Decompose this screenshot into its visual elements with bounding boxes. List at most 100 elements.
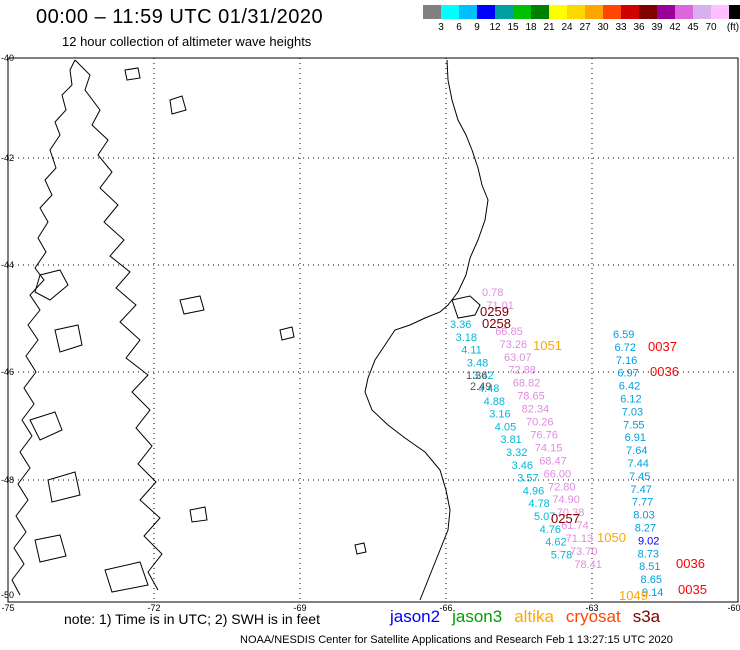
lat-label: -40	[1, 53, 15, 63]
legend-swatch	[657, 5, 675, 19]
satellite-s3a: s3a	[632, 607, 661, 626]
lat-label: -50	[1, 590, 15, 600]
legend-swatch	[729, 5, 740, 19]
swh-value: 8.03	[633, 510, 654, 522]
coastline-argentina	[364, 59, 489, 601]
legend-swatch	[531, 5, 549, 19]
swh-value: 70.26	[526, 417, 554, 429]
swh-value: 7.64	[626, 445, 647, 457]
legend-swatch	[441, 5, 459, 19]
swh-value: 72.80	[548, 481, 576, 493]
swh-value: 3.46	[512, 460, 533, 472]
swh-value: 82.34	[522, 404, 550, 416]
swh-value: 4.48	[478, 383, 499, 395]
legend-label: 12	[489, 22, 501, 33]
swh-value: 4.88	[484, 396, 505, 408]
swh-value: 7.16	[616, 355, 637, 367]
time-label: 0036	[676, 556, 705, 571]
legend-label: 24	[561, 22, 573, 33]
legend-swatch	[477, 5, 495, 19]
legend-label: 21	[543, 22, 555, 33]
legend-label: 39	[651, 22, 663, 33]
page-title: 00:00 – 11:59 UTC 01/31/2020	[36, 6, 324, 28]
page-subtitle: 12 hour collection of altimeter wave hei…	[62, 34, 312, 49]
swh-value: 6.59	[613, 329, 634, 341]
swh-value: 7.44	[628, 458, 649, 470]
lon-label: -75	[1, 603, 15, 613]
time-label: 0259	[480, 304, 509, 319]
time-label: 1051	[533, 338, 562, 353]
legend-label: 45	[687, 22, 699, 33]
satellite-legend: jason2 jason3 altika cryosat s3a	[390, 607, 672, 627]
swh-value: 3.36	[450, 319, 471, 331]
swh-value: 5.78	[551, 549, 572, 561]
legend-swatch	[603, 5, 621, 19]
swh-value: 4.78	[528, 498, 549, 510]
legend-swatch	[567, 5, 585, 19]
legend-swatch	[585, 5, 603, 19]
swh-value: 3.81	[500, 434, 521, 446]
swh-value: 4.96	[523, 485, 544, 497]
swh-value: 71.13	[566, 533, 594, 545]
legend-label: 70	[705, 22, 717, 33]
legend-swatch	[495, 5, 513, 19]
swh-value: 9.14	[642, 587, 663, 599]
swh-value: 76.76	[530, 429, 558, 441]
swh-value: 9.02	[638, 535, 659, 547]
swh-value: 61.74	[561, 520, 589, 532]
footer-credit: NOAA/NESDIS Center for Satellite Applica…	[240, 634, 673, 646]
swh-value: 6.42	[619, 381, 640, 393]
swh-value: 66.00	[544, 468, 572, 480]
swh-value: 7.47	[630, 484, 651, 496]
legend-swatch	[423, 5, 441, 19]
swh-value: 73.70	[570, 546, 598, 558]
lon-label: -66	[439, 603, 453, 613]
legend-swatch	[549, 5, 567, 19]
time-label: 1050	[597, 530, 626, 545]
swh-value: 8.27	[635, 523, 656, 535]
swh-value: 4.76	[540, 524, 561, 536]
swh-value: 6.91	[625, 432, 646, 444]
swh-value: 7.77	[632, 497, 653, 509]
time-label: 0035	[678, 582, 707, 597]
swh-value: 4.11	[461, 345, 482, 357]
time-label: 0258	[482, 316, 511, 331]
swh-value: 4.05	[495, 421, 516, 433]
legend-label: 27	[579, 22, 591, 33]
legend-label: 30	[597, 22, 609, 33]
color-legend-labels: 3 6 9 12 15 18 21 24 27 30 33 36 39 42 45 70 (ft)	[423, 22, 740, 34]
legend-label: 9	[474, 22, 480, 33]
swh-value: 3.16	[489, 409, 510, 421]
lon-label: -63	[585, 603, 599, 613]
swh-value: 78.41	[574, 559, 602, 571]
legend-label: 3	[438, 22, 444, 33]
swh-value: 8.51	[639, 561, 660, 573]
legend-label: 18	[525, 22, 537, 33]
time-label: 0037	[648, 339, 677, 354]
swh-value: 3.48	[467, 357, 488, 369]
satellite-jason3: jason3	[452, 607, 503, 626]
lon-label: -69	[293, 603, 307, 613]
legend-label: 36	[633, 22, 645, 33]
satellite-cryosat: cryosat	[565, 607, 621, 626]
lat-label: -48	[1, 475, 15, 485]
graticule	[8, 58, 738, 602]
swh-value: 6.12	[620, 394, 641, 406]
legend-label: 15	[507, 22, 519, 33]
swh-value: 71.01	[486, 300, 514, 312]
coastline	[11, 59, 367, 596]
swh-value: 5.07	[534, 511, 555, 523]
swh-value: 63.07	[504, 352, 532, 364]
lon-label: -60	[727, 603, 740, 613]
swh-value: 70.38	[557, 507, 585, 519]
legend-label: 33	[615, 22, 627, 33]
swh-value: 1.36	[466, 370, 487, 382]
swh-value: 3.57	[517, 473, 538, 485]
swh-value: 0.78	[482, 287, 503, 299]
swh-value: 8.65	[641, 574, 662, 586]
swh-value: 78.65	[517, 391, 545, 403]
swh-value: 68.47	[539, 455, 567, 467]
swh-value: 74.15	[535, 442, 563, 454]
time-label: 1049	[619, 588, 648, 603]
